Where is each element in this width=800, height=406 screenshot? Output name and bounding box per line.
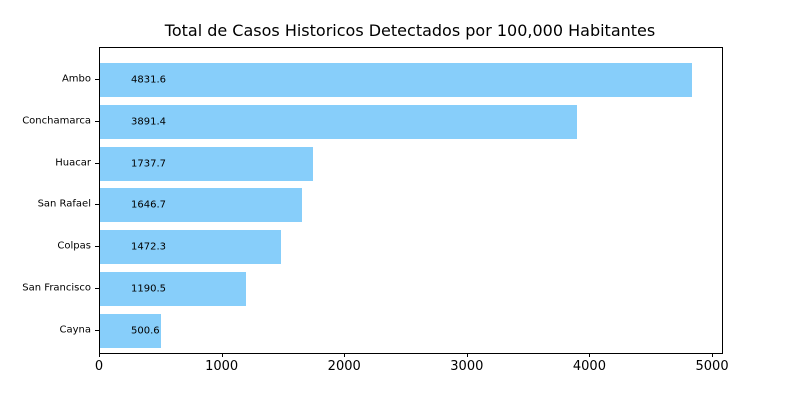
- y-axis-tick-mark: [95, 162, 99, 164]
- x-axis-tick-mark: [589, 353, 591, 357]
- y-axis-tick-mark: [95, 79, 99, 80]
- x-axis-tick-label: 2000: [327, 359, 361, 374]
- y-axis-tick-mark: [95, 288, 99, 290]
- y-axis-category-label: Ambo: [61, 73, 91, 85]
- x-axis-tick-mark: [712, 353, 714, 357]
- x-axis-tick-label: 5000: [695, 359, 729, 374]
- bar: [100, 146, 314, 181]
- bar: [100, 104, 578, 139]
- x-axis-tick-label: 0: [94, 359, 104, 374]
- y-axis-category-label: San Francisco: [22, 282, 91, 294]
- x-axis-tick-mark: [344, 353, 346, 357]
- x-axis-tick-label: 3000: [450, 359, 484, 374]
- chart-title: Total de Casos Historicos Detectados por…: [164, 21, 656, 40]
- plot-area: 4831.6 3891.4 1737.7 1646.7 1472.3 1190.5 500.…: [99, 47, 723, 354]
- bar: [100, 230, 281, 265]
- bar: [100, 313, 162, 348]
- y-axis-category-label: Conchamarca: [22, 115, 91, 127]
- bar-value-label: 1190.5: [131, 283, 166, 295]
- bar: [100, 188, 302, 223]
- y-axis-category-label: Colpas: [57, 240, 91, 252]
- y-axis-category-label: Cayna: [59, 324, 92, 336]
- bar-value-label: 1472.3: [131, 241, 166, 253]
- y-axis-tick-mark: [95, 246, 99, 248]
- bar-value-label: 3891.4: [131, 116, 166, 128]
- x-axis-tick-mark: [221, 353, 223, 357]
- bar: [100, 63, 693, 97]
- x-axis-tick-mark: [99, 353, 100, 357]
- bar-value-label: 500.6: [131, 325, 160, 337]
- y-axis-category-label: Huacar: [55, 157, 91, 169]
- y-axis-category-label: San Rafael: [37, 198, 91, 210]
- x-axis-tick-label: 4000: [572, 359, 606, 374]
- x-axis-tick-label: 1000: [205, 359, 239, 374]
- y-axis-tick-mark: [95, 120, 99, 122]
- bar-value-label: 1737.7: [131, 158, 166, 170]
- bar-value-label: 1646.7: [131, 199, 166, 211]
- bar: [100, 272, 246, 307]
- y-axis-tick-mark: [95, 204, 99, 206]
- x-axis-tick-mark: [466, 353, 468, 357]
- bar-value-label: 4831.6: [131, 74, 166, 86]
- y-axis-tick-mark: [95, 329, 99, 331]
